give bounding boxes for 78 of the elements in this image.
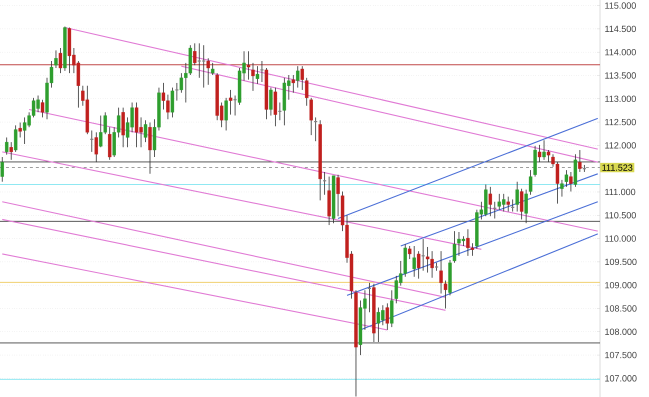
candlestick	[228, 90, 232, 116]
candlestick	[452, 230, 456, 264]
candlestick	[444, 280, 448, 309]
y-tick-label: 113.500	[605, 72, 636, 79]
ref-line-label: 111.523	[602, 164, 632, 171]
candlestick	[9, 142, 13, 160]
candlestick	[386, 302, 390, 330]
candlestick	[193, 42, 196, 66]
candlestick	[524, 189, 528, 224]
y-tick-label: 107.500	[605, 352, 637, 358]
candlestick	[408, 246, 412, 260]
candlestick	[224, 97, 228, 131]
candlestick	[202, 44, 206, 88]
candlestick	[492, 201, 497, 219]
candlestick	[251, 62, 255, 92]
candlestick	[300, 66, 304, 90]
candlestick	[170, 87, 174, 118]
candlestick	[14, 124, 18, 152]
candlestick	[309, 97, 313, 136]
candlestick	[148, 122, 152, 174]
candlestick	[90, 130, 94, 152]
candlestick	[54, 50, 58, 68]
candlestick	[180, 72, 184, 94]
candlestick	[296, 66, 300, 88]
candlestick	[376, 307, 380, 342]
y-tick-label: 111.000	[605, 188, 636, 196]
candlestick	[336, 174, 340, 217]
y-tick-label: 114.500	[605, 26, 636, 32]
candlestick	[210, 62, 214, 76]
y-tick-label: 112.500	[605, 118, 636, 126]
candlestick	[578, 150, 582, 172]
candlestick	[292, 74, 296, 94]
candlestick	[420, 238, 426, 272]
candlestick	[5, 137, 8, 156]
candlestick	[538, 144, 542, 163]
candlestick	[412, 246, 416, 278]
y-tick-label: 109.000	[605, 282, 637, 288]
y-tick-label: 110.500	[605, 212, 636, 218]
candlestick	[40, 99, 44, 118]
candlestick	[305, 77, 308, 106]
candlestick	[232, 95, 238, 116]
candlestick	[506, 196, 510, 212]
candlestick	[121, 107, 125, 148]
candlestick	[144, 120, 148, 143]
candlestick	[515, 181, 519, 212]
y-tick-label: 114.000	[605, 49, 636, 56]
candlestick	[256, 66, 260, 84]
candlestick	[510, 199, 515, 212]
candlestick	[246, 50, 250, 80]
y-tick-label: 113.000	[605, 96, 636, 102]
candlestick	[528, 170, 532, 196]
candlestick	[206, 58, 210, 86]
candlestick	[564, 170, 568, 188]
y-tick-label: 107.000	[605, 375, 637, 382]
y-tick-label: 108.000	[605, 328, 637, 335]
candlestick	[416, 250, 420, 280]
candlestick	[108, 126, 112, 160]
candlestick	[488, 186, 492, 217]
candlestick	[569, 172, 573, 192]
candlestick	[390, 290, 394, 328]
candlestick	[18, 122, 22, 138]
candlestick	[94, 132, 98, 163]
y-tick-label: 115.000	[605, 2, 636, 9]
candlestick	[274, 87, 278, 127]
candlestick	[58, 48, 62, 74]
y-tick-label: 108.500	[605, 305, 637, 312]
candlestick	[322, 172, 327, 196]
candlestick	[269, 87, 273, 116]
candlestick	[560, 179, 564, 198]
y-tick-label: 109.500	[605, 258, 637, 266]
candlestick	[197, 42, 202, 78]
candlestick	[542, 140, 546, 160]
y-tick-label: 112.000	[605, 142, 636, 149]
candlestick	[439, 250, 443, 294]
candlestick	[520, 188, 524, 220]
candlestick	[0, 156, 4, 182]
y-tick-label: 110.000	[605, 235, 636, 242]
candlestick	[546, 150, 550, 163]
